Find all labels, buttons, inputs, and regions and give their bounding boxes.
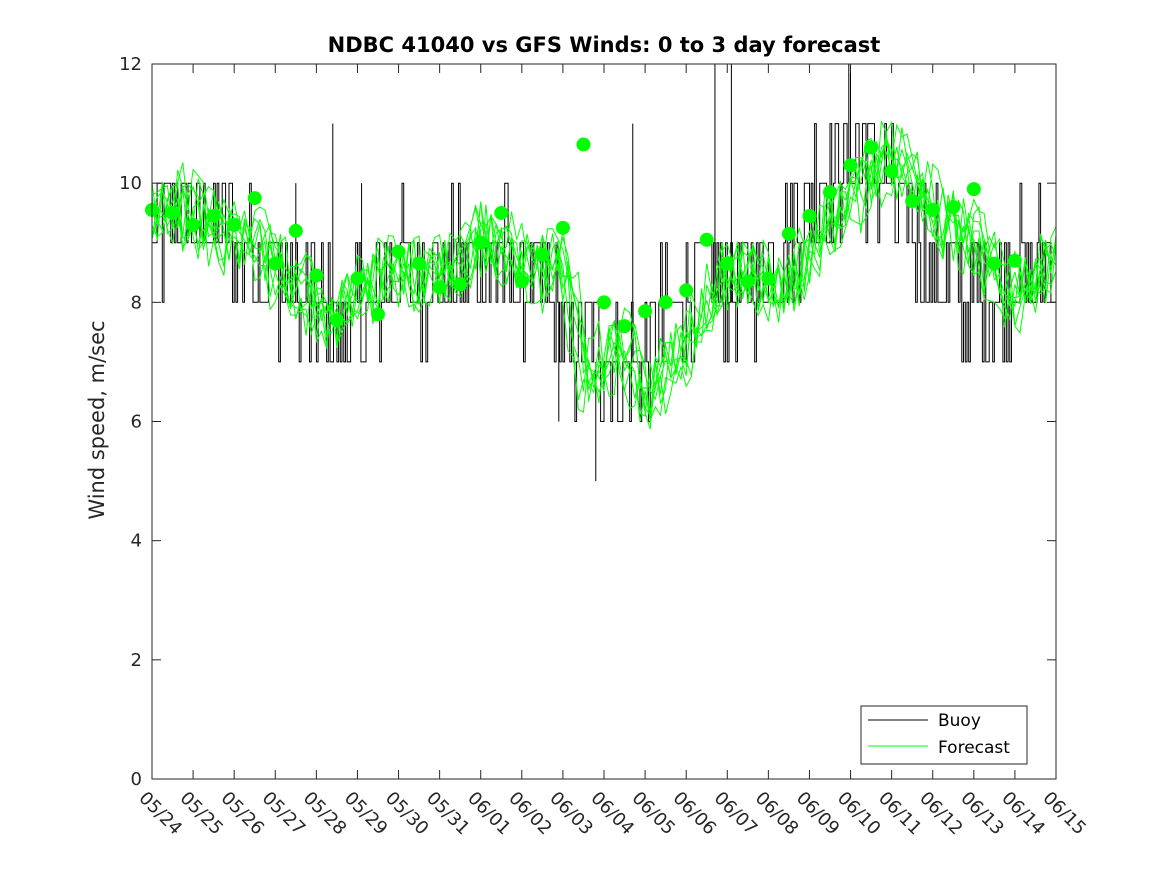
- x-tick-label-5: 05/29: [340, 788, 392, 840]
- x-tick-label-1: 05/25: [176, 788, 228, 840]
- forecast-marker-4: [227, 217, 242, 232]
- y-tick-label-5: 10: [119, 173, 142, 194]
- forecast-marker-42: [1007, 253, 1022, 268]
- forecast-marker-16: [473, 235, 488, 250]
- legend-box: [860, 705, 1028, 765]
- forecast-marker-14: [432, 280, 447, 295]
- y-tick-label-1: 2: [131, 650, 142, 671]
- forecast-marker-13: [412, 256, 427, 271]
- forecast-marker-29: [740, 274, 755, 289]
- forecast-marker-5: [247, 191, 262, 206]
- x-tick-label-18: 06/11: [874, 788, 926, 840]
- forecast-marker-35: [864, 140, 879, 155]
- x-tick-label-16: 06/09: [792, 788, 844, 840]
- forecast-marker-25: [658, 295, 673, 310]
- legend: Buoy Forecast: [860, 705, 1028, 765]
- x-tick-label-7: 05/31: [422, 788, 474, 840]
- x-tick-label-20: 06/13: [956, 788, 1008, 840]
- x-tick-label-21: 06/14: [997, 788, 1049, 840]
- y-tick-label-6: 12: [119, 54, 142, 75]
- forecast-marker-21: [576, 137, 591, 152]
- forecast-marker-30: [761, 271, 776, 286]
- forecast-marker-9: [329, 313, 344, 328]
- forecast-line-7: [151, 147, 1057, 423]
- legend-label-forecast: Forecast: [938, 738, 1010, 758]
- x-tick-label-10: 06/03: [545, 788, 597, 840]
- y-tick-label-4: 8: [131, 292, 142, 313]
- x-tick-label-14: 06/07: [710, 788, 762, 840]
- forecast-marker-24: [638, 304, 653, 319]
- forecast-marker-31: [781, 226, 796, 241]
- forecast-marker-32: [802, 208, 817, 223]
- forecast-marker-3: [206, 208, 221, 223]
- x-tick-label-2: 05/26: [217, 788, 269, 840]
- forecast-marker-34: [843, 158, 858, 173]
- forecast-marker-23: [617, 319, 632, 334]
- forecast-series: [151, 120, 1057, 430]
- y-axis-label: Wind speed, m/sec: [85, 320, 109, 519]
- forecast-marker-17: [494, 205, 509, 220]
- forecast-marker-11: [371, 307, 385, 322]
- y-tick-label-3: 6: [131, 412, 142, 433]
- forecast-marker-38: [925, 202, 940, 217]
- x-tick-label-13: 06/06: [669, 788, 721, 840]
- chart-title: NDBC 41040 vs GFS Winds: 0 to 3 day fore…: [328, 33, 881, 57]
- legend-label-buoy: Buoy: [938, 711, 981, 731]
- x-tick-label-6: 05/30: [381, 788, 433, 840]
- x-tick-label-17: 06/10: [833, 788, 885, 840]
- forecast-marker-37: [905, 194, 920, 209]
- y-tick-label-0: 0: [131, 769, 142, 790]
- forecast-marker-26: [679, 283, 694, 298]
- forecast-marker-27: [699, 232, 714, 247]
- forecast-marker-6: [268, 256, 283, 271]
- forecast-line-2: [151, 127, 1057, 403]
- x-tick-label-0: 05/24: [134, 788, 186, 840]
- forecast-marker-41: [987, 256, 1002, 271]
- x-tick-label-4: 05/28: [299, 788, 351, 840]
- forecast-marker-19: [535, 247, 550, 262]
- x-tick-label-3: 05/27: [258, 788, 310, 840]
- x-tick-label-11: 06/04: [586, 788, 638, 840]
- x-tick-label-9: 06/02: [504, 788, 556, 840]
- x-tick-label-22: 06/15: [1038, 788, 1090, 840]
- forecast-marker-40: [966, 182, 981, 197]
- forecast-marker-39: [946, 200, 961, 214]
- x-tick-label-19: 06/12: [915, 788, 967, 840]
- y-tick-label-2: 4: [131, 531, 142, 552]
- x-tick-label-8: 06/01: [463, 788, 515, 840]
- forecast-marker-18: [514, 274, 529, 289]
- buoy-line: [152, 63, 1057, 422]
- forecast-marker-1: [165, 205, 180, 220]
- forecast-marker-20: [555, 220, 570, 235]
- forecast-marker-36: [884, 164, 899, 179]
- forecast-marker-28: [720, 256, 735, 271]
- forecast-marker-2: [186, 217, 201, 232]
- forecast-marker-8: [309, 268, 324, 283]
- forecast-marker-10: [350, 271, 365, 286]
- forecast-marker-12: [391, 244, 406, 259]
- forecast-marker-15: [453, 277, 468, 292]
- forecast-marker-22: [597, 295, 611, 310]
- forecast-marker-33: [823, 185, 837, 200]
- x-tick-label-12: 06/05: [628, 788, 680, 840]
- x-tick-label-15: 06/08: [751, 788, 803, 840]
- forecast-marker-7: [288, 223, 303, 238]
